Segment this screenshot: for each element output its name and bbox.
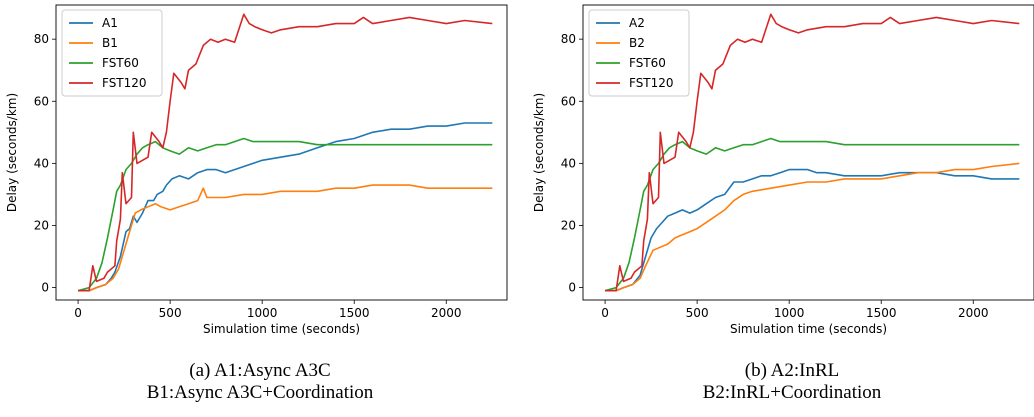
x-tick-label: 1500 [339,306,370,320]
legend-label-b2: B2 [629,36,645,50]
y-tick-label: 40 [561,156,576,170]
legend-box [588,9,690,97]
y-tick-label: 60 [34,94,49,108]
legend-box [61,9,163,97]
series-line-fst60 [77,137,493,292]
legend-label-fst120: FST120 [102,76,147,90]
x-tick-label: 0 [601,306,609,320]
legend-label-a1: A1 [102,16,118,30]
series-line-b2 [605,162,1020,292]
y-tick-label: 80 [561,32,576,46]
y-tick-label: 20 [561,218,576,232]
y-axis-label: Delay (seconds/km) [5,93,19,212]
x-tick-label: 0 [74,306,82,320]
legend: A1 B1 FST60 FST120 [61,9,163,97]
x-tick-label: 500 [159,306,182,320]
x-tick-label: 1000 [774,306,805,320]
legend-label-fst120: FST120 [629,76,674,90]
chart-a: 0 500 1000 1500 2000 0 20 40 60 80 Simulation time… [5,4,508,336]
y-tick-label: 0 [568,281,576,295]
x-axis-label: Simulation time (seconds) [730,322,887,336]
y-tick-label: 0 [41,281,49,295]
legend-label-a2: A2 [629,16,645,30]
y-axis-label: Delay (seconds/km) [532,93,546,212]
plot-frame [55,4,508,301]
series-line-fst120 [78,13,493,292]
caption-a-line-1: (a) A1:Async A3C [189,360,331,381]
legend-label-fst60: FST60 [629,56,666,70]
caption-b-line-1: (b) A2:InRL [744,360,840,381]
x-tick-label: 2000 [958,306,989,320]
caption-a-line-2: B1:Async A3C+Coordination [146,382,374,403]
x-tick-label: 2000 [431,306,462,320]
x-axis-label: Simulation time (seconds) [203,322,360,336]
series-line-a2 [605,168,1020,292]
y-tick-label: 40 [34,156,49,170]
caption-b: (b) A2:InRL B2:InRL+Coordination [582,360,1002,404]
legend-label-b1: B1 [102,36,118,50]
x-tick-label: 1000 [247,306,278,320]
legend-label-fst60: FST60 [102,56,139,70]
series-line-a1 [78,122,493,292]
legend: A2 B2 FST60 FST120 [588,9,690,97]
y-tick-label: 20 [34,218,49,232]
caption-b-line-2: B2:InRL+Coordination [702,382,882,403]
x-tick-label: 1500 [866,306,897,320]
y-tick-label: 80 [34,32,49,46]
y-tick-label: 60 [561,94,576,108]
x-tick-label: 500 [686,306,709,320]
series-line-fst60 [604,137,1020,292]
plot-frame [582,4,1034,301]
caption-a: (a) A1:Async A3C B1:Async A3C+Coordinati… [50,360,470,404]
series-line-fst120 [605,13,1020,292]
series-line-b1 [78,184,493,292]
chart-b: 0 500 1000 1500 2000 0 20 40 60 80 Simulation time… [532,4,1034,336]
